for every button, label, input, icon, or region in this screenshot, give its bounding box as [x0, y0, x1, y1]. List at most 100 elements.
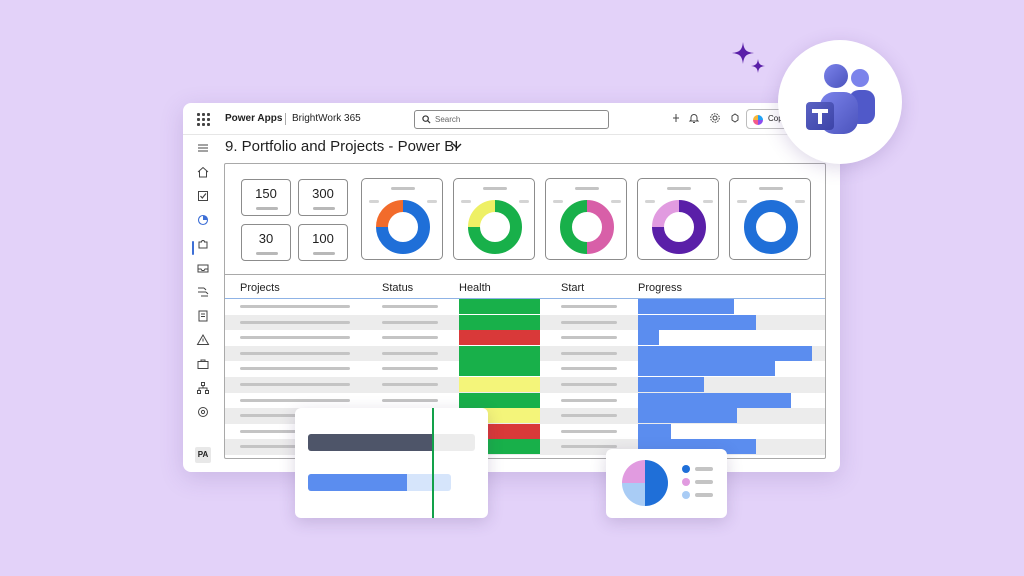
- copilot-icon: [753, 115, 763, 125]
- avatar[interactable]: PA: [195, 447, 211, 463]
- cell-text-placeholder: [561, 414, 617, 418]
- settings-icon[interactable]: [196, 405, 210, 419]
- cell-text-placeholder: [561, 429, 617, 433]
- bell-icon[interactable]: [688, 112, 700, 124]
- progress-bar: [638, 345, 812, 361]
- legend-dot: [682, 465, 690, 473]
- health-indicator: [459, 377, 540, 392]
- kpi-value: 300: [312, 186, 334, 201]
- table-row[interactable]: [225, 330, 825, 346]
- donut-segment: [376, 200, 404, 228]
- health-indicator: [459, 330, 540, 346]
- column-header-progress[interactable]: Progress: [638, 282, 683, 294]
- kpi-label-placeholder: [256, 252, 278, 255]
- menu-icon[interactable]: [196, 141, 210, 155]
- kpi-card[interactable]: 300: [298, 179, 348, 216]
- legend-label-placeholder: [695, 467, 713, 471]
- kpi-card[interactable]: 30: [241, 224, 291, 261]
- copilot-label: Cop: [768, 114, 783, 123]
- donut-card[interactable]: [361, 178, 443, 260]
- briefcase-icon[interactable]: [196, 357, 210, 371]
- app-launcher-icon[interactable]: [197, 113, 210, 126]
- kpi-value: 100: [312, 231, 334, 246]
- cell-text-placeholder: [240, 320, 350, 324]
- progress-bar: [638, 299, 734, 314]
- legend-label-placeholder: [695, 480, 713, 484]
- table-row[interactable]: [225, 345, 825, 362]
- cell-text-placeholder: [382, 320, 438, 324]
- cell-text-placeholder: [240, 367, 350, 371]
- pie-card[interactable]: [606, 449, 727, 518]
- app-name[interactable]: Power Apps: [225, 113, 283, 124]
- report-icon[interactable]: [196, 309, 210, 323]
- donut-chart: [652, 200, 706, 254]
- page-title: 9. Portfolio and Projects - Power BI: [225, 138, 459, 155]
- progress-bar: [638, 314, 757, 330]
- cell-text-placeholder: [382, 367, 438, 371]
- cell-text-placeholder: [382, 398, 438, 402]
- pie-slice: [645, 460, 668, 506]
- add-icon[interactable]: [670, 112, 682, 124]
- tasks-icon[interactable]: [196, 189, 210, 203]
- donut-segment: [652, 200, 706, 254]
- table-row[interactable]: [225, 361, 825, 377]
- pie-slice: [622, 483, 645, 506]
- donut-card[interactable]: [545, 178, 627, 260]
- app-window: Power Apps BrightWork 365 Cop PA 9. Port…: [183, 103, 840, 472]
- donut-segment: [744, 200, 798, 254]
- column-header-status[interactable]: Status: [382, 282, 414, 294]
- teams-logo-badge: [778, 40, 902, 164]
- pie-slice: [622, 460, 645, 483]
- timeline-bar: [308, 474, 407, 491]
- donut-segment: [376, 200, 430, 254]
- warning-icon[interactable]: [196, 333, 210, 347]
- cell-text-placeholder: [382, 336, 438, 340]
- legend-label-placeholder: [695, 493, 713, 497]
- cell-text-placeholder: [382, 383, 438, 386]
- gear-icon[interactable]: [709, 112, 721, 124]
- cell-text-placeholder: [561, 383, 617, 386]
- chevron-down-icon[interactable]: [451, 141, 463, 151]
- timeline-card[interactable]: [295, 408, 488, 518]
- environment-name[interactable]: BrightWork 365: [292, 113, 361, 124]
- column-header-start[interactable]: Start: [561, 282, 585, 294]
- puzzle-icon[interactable]: [196, 237, 210, 251]
- donut-segment: [586, 200, 614, 254]
- cell-text-placeholder: [561, 305, 617, 308]
- search-box[interactable]: [414, 110, 609, 129]
- sidebar: PA: [183, 135, 223, 472]
- donut-segment: [652, 200, 680, 228]
- flow-icon[interactable]: [196, 285, 210, 299]
- health-indicator: [459, 392, 540, 408]
- donut-card[interactable]: [453, 178, 535, 260]
- cell-text-placeholder: [382, 351, 438, 355]
- column-header-health[interactable]: Health: [459, 282, 491, 294]
- search-icon: [422, 115, 431, 124]
- table-row[interactable]: [225, 392, 825, 409]
- cell-text-placeholder: [561, 398, 617, 402]
- table-row[interactable]: [225, 314, 825, 331]
- help-icon[interactable]: [729, 112, 741, 124]
- cell-text-placeholder: [382, 305, 438, 308]
- kpi-card[interactable]: 150: [241, 179, 291, 216]
- table-row[interactable]: [225, 299, 825, 315]
- top-bar: Power Apps BrightWork 365 Cop: [183, 103, 840, 135]
- org-chart-icon[interactable]: [196, 381, 210, 395]
- home-icon[interactable]: [196, 165, 210, 179]
- cell-text-placeholder: [561, 320, 617, 324]
- progress-bar: [638, 392, 792, 408]
- donut-chart: [744, 200, 798, 254]
- dashboard-icon[interactable]: [196, 213, 210, 227]
- donut-card[interactable]: [637, 178, 719, 260]
- legend-dot: [682, 491, 690, 499]
- kpi-label-placeholder: [256, 207, 278, 210]
- cell-text-placeholder: [240, 336, 350, 340]
- column-header-projects[interactable]: Projects: [240, 282, 280, 294]
- table-row[interactable]: [225, 377, 825, 393]
- progress-bar: [638, 377, 705, 392]
- inbox-icon[interactable]: [196, 261, 210, 275]
- donut-chart: [468, 200, 522, 254]
- kpi-card[interactable]: 100: [298, 224, 348, 261]
- search-input[interactable]: [435, 113, 595, 126]
- donut-card[interactable]: [729, 178, 811, 260]
